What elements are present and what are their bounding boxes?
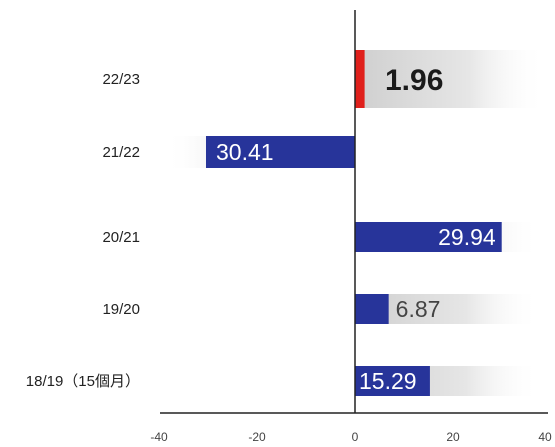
x-tick-label: 0 — [352, 430, 359, 444]
bar — [355, 50, 365, 108]
category-label: 20/21 — [102, 229, 140, 246]
category-label: 18/19（15個月） — [26, 373, 140, 390]
category-label: 22/23 — [102, 71, 140, 88]
data-label: 6.87 — [396, 296, 441, 322]
bar — [355, 222, 502, 252]
bar — [205, 136, 355, 168]
x-tick-label: 20 — [446, 430, 460, 444]
data-label: 30.41 — [216, 139, 274, 165]
data-label: 29.94 — [438, 224, 496, 250]
data-label: 15.29 — [359, 368, 417, 394]
x-tick-label: -20 — [248, 430, 266, 444]
category-label: 21/22 — [102, 144, 140, 161]
data-label: 1.96 — [385, 64, 443, 97]
bars — [205, 50, 502, 396]
category-label: 19/20 — [102, 301, 140, 318]
axes — [160, 10, 548, 414]
labels: 1.96 22/23 30.41 21/22 29.94 20/21 6.87 19/20 15… — [26, 64, 552, 444]
bar-band — [355, 50, 545, 108]
x-tick-label: 40 — [538, 430, 552, 444]
bar — [355, 294, 389, 324]
x-tick-label: -40 — [150, 430, 168, 444]
bar — [355, 366, 430, 396]
